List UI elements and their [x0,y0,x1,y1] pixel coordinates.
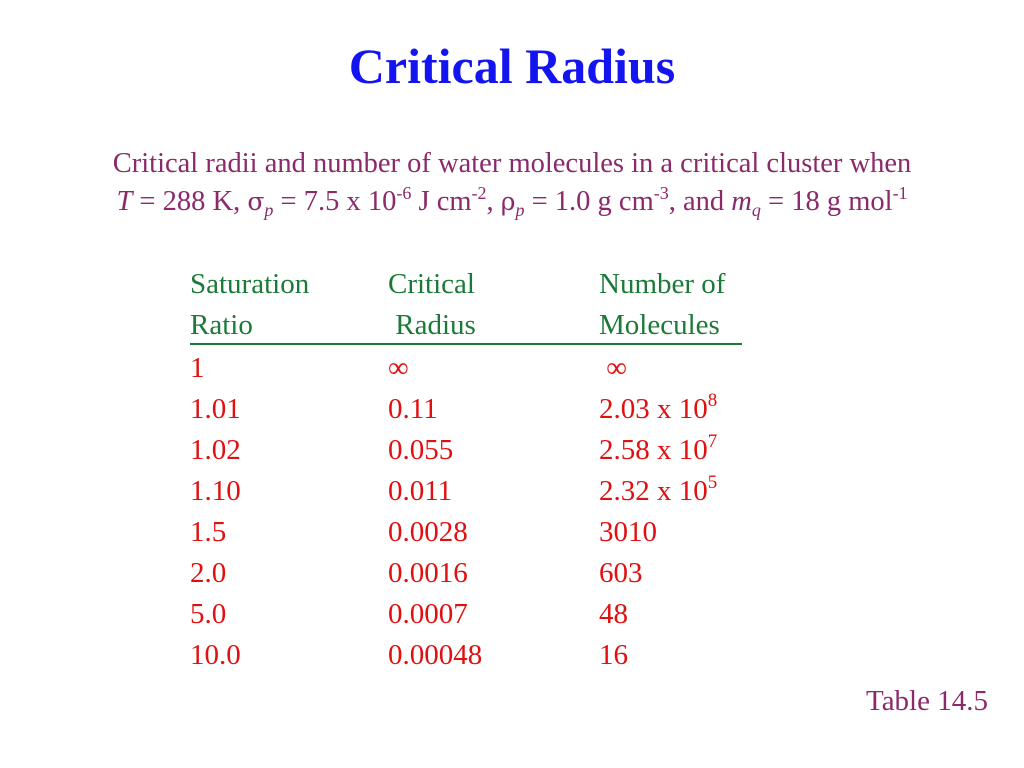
table-row: 1 ∞ ∞ [190,348,742,389]
molecules-value: 48 [599,598,628,630]
sigma-unit: J cm [411,186,472,217]
number-of-molecules-cell: 48 [599,594,628,635]
molecules-value: 2.58 x 10 [599,434,708,466]
header-saturation: Saturation [190,268,310,300]
critical-radius-cell: 0.0028 [388,516,468,548]
saturation-ratio-cell: 1.10 [190,475,241,507]
header-ratio: Ratio [190,309,253,341]
molecules-value: 2.32 x 10 [599,475,708,507]
saturation-ratio-cell: 1.5 [190,516,227,548]
table-row: 10.0 0.00048 16 [190,635,742,676]
and-text: , and [668,186,732,217]
saturation-ratio-cell: 5.0 [190,598,227,630]
critical-radius-table: Saturation Critical Number of Ratio Radi… [190,264,742,676]
mass-value: = 18 g mol [760,186,893,217]
molecules-value: ∞ [599,352,627,384]
sigma-subscript: p [264,200,274,220]
critical-radius-cell: 0.0016 [388,557,468,589]
temperature-symbol: T [116,186,133,217]
table-body: 1 ∞ ∞ 1.01 0.11 2.03 x 108 1.02 0.055 2.58 x 10… [190,348,742,676]
sigma-unit-exponent: -2 [471,183,487,203]
molecules-value: 603 [599,557,643,589]
temperature-value: = 288 K, [132,186,248,217]
rho-unit-exponent: -3 [653,183,669,203]
critical-radius-cell: 0.055 [388,434,454,466]
molecules-exponent: 8 [707,390,718,411]
mass-subscript: q [751,200,761,220]
caption-line-2: T = 288 K, σp = 7.5 x 10-6 J cm-2, ρp = … [0,183,1024,221]
critical-radius-cell: 0.011 [388,475,453,507]
sigma-value: = 7.5 x 10 [273,186,397,217]
number-of-molecules-cell: 2.58 x 107 [599,430,717,471]
caption-line-1: Critical radii and number of water molec… [112,148,912,179]
critical-radius-cell: ∞ [388,352,409,384]
slide-title: Critical Radius [348,38,676,94]
saturation-ratio-cell: 1 [190,352,205,384]
number-of-molecules-cell: 603 [599,553,643,594]
table-row: 5.0 0.0007 48 [190,594,742,635]
mass-symbol: m [731,186,752,217]
table-row: 2.0 0.0016 603 [190,553,742,594]
molecules-value: 16 [599,639,628,671]
critical-radius-cell: 0.0007 [388,598,468,630]
saturation-ratio-cell: 2.0 [190,557,227,589]
table-row: 1.10 0.011 2.32 x 105 [190,471,742,512]
rho-value: = 1.0 g cm [524,186,654,217]
molecules-value: 3010 [599,516,657,548]
table-header-bottom: Ratio Radius Molecules [190,305,742,345]
number-of-molecules-cell: 3010 [599,512,657,553]
saturation-ratio-cell: 1.01 [190,393,241,425]
molecules-exponent: 5 [707,472,718,493]
table-row: 1.5 0.0028 3010 [190,512,742,553]
saturation-ratio-cell: 1.02 [190,434,241,466]
header-molecules: Molecules [599,309,720,341]
molecules-value: 2.03 x 10 [599,393,708,425]
table-reference: Table 14.5 [866,685,988,717]
table-caption: Critical radii and number of water molec… [0,145,1024,221]
rho-subscript: p [515,200,525,220]
header-number-of: Number of [599,268,726,300]
number-of-molecules-cell: 16 [599,635,628,676]
molecules-exponent: 7 [707,431,718,452]
critical-radius-cell: 0.00048 [388,639,483,671]
critical-radius-cell: 0.11 [388,393,438,425]
mass-unit-exponent: -1 [892,183,908,203]
table-row: 1.01 0.11 2.03 x 108 [190,389,742,430]
table-row: 1.02 0.055 2.58 x 107 [190,430,742,471]
header-radius: Radius [388,309,476,341]
separator: , [486,186,501,217]
saturation-ratio-cell: 10.0 [190,639,241,671]
table-header-top: Saturation Critical Number of [190,264,742,305]
number-of-molecules-cell: 2.32 x 105 [599,471,717,512]
header-critical: Critical [388,268,475,300]
number-of-molecules-cell: ∞ [599,348,627,389]
number-of-molecules-cell: 2.03 x 108 [599,389,717,430]
rho-symbol: ρ [500,187,516,216]
sigma-symbol: σ [247,187,265,216]
sigma-exponent: -6 [396,183,412,203]
